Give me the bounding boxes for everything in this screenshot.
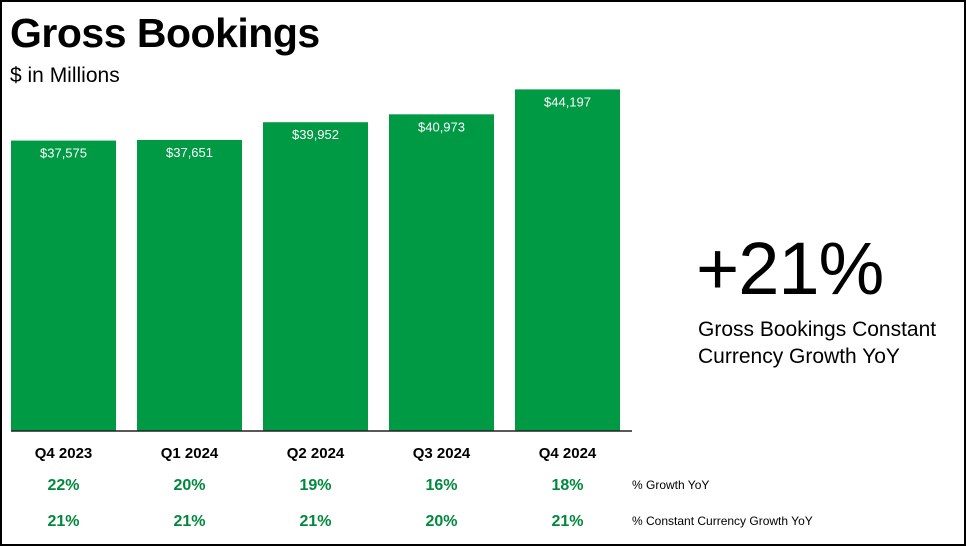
page-subtitle: $ in Millions [10, 64, 120, 87]
growth-value: 22% [47, 477, 79, 494]
bar-value-label: $44,197 [544, 94, 591, 109]
page-title: Gross Bookings [10, 10, 320, 56]
bar-value-label: $40,973 [418, 119, 465, 134]
bar-value-label: $37,575 [40, 146, 87, 161]
bar-value-label: $39,952 [292, 127, 339, 142]
growth-value: 20% [425, 513, 457, 530]
growth-value: 16% [425, 477, 457, 494]
growth-value: 21% [299, 513, 331, 530]
growth-value: 19% [299, 477, 331, 494]
x-tick-label: Q1 2024 [161, 445, 219, 462]
x-tick-label: Q2 2024 [287, 445, 345, 462]
growth-row-label: % Growth YoY [632, 478, 709, 492]
bar-0 [11, 140, 116, 431]
x-tick-label: Q3 2024 [413, 445, 471, 462]
bar-4 [515, 89, 620, 432]
kpi-value: +21% [696, 227, 884, 310]
bar-3 [389, 114, 494, 431]
kpi-label: Gross Bookings Constant Currency Growth … [698, 318, 937, 368]
growth-value: 18% [551, 477, 583, 494]
growth-value: 21% [47, 513, 79, 530]
bar-1 [137, 139, 242, 432]
x-tick-label: Q4 2024 [539, 445, 597, 462]
growth-row-label: % Constant Currency Growth YoY [632, 514, 813, 528]
growth-value: 20% [173, 477, 205, 494]
growth-value: 21% [551, 513, 583, 530]
bar-value-label: $37,651 [166, 145, 213, 160]
growth-value: 21% [173, 513, 205, 530]
bar-2 [263, 122, 368, 431]
x-tick-label: Q4 2023 [35, 445, 93, 462]
